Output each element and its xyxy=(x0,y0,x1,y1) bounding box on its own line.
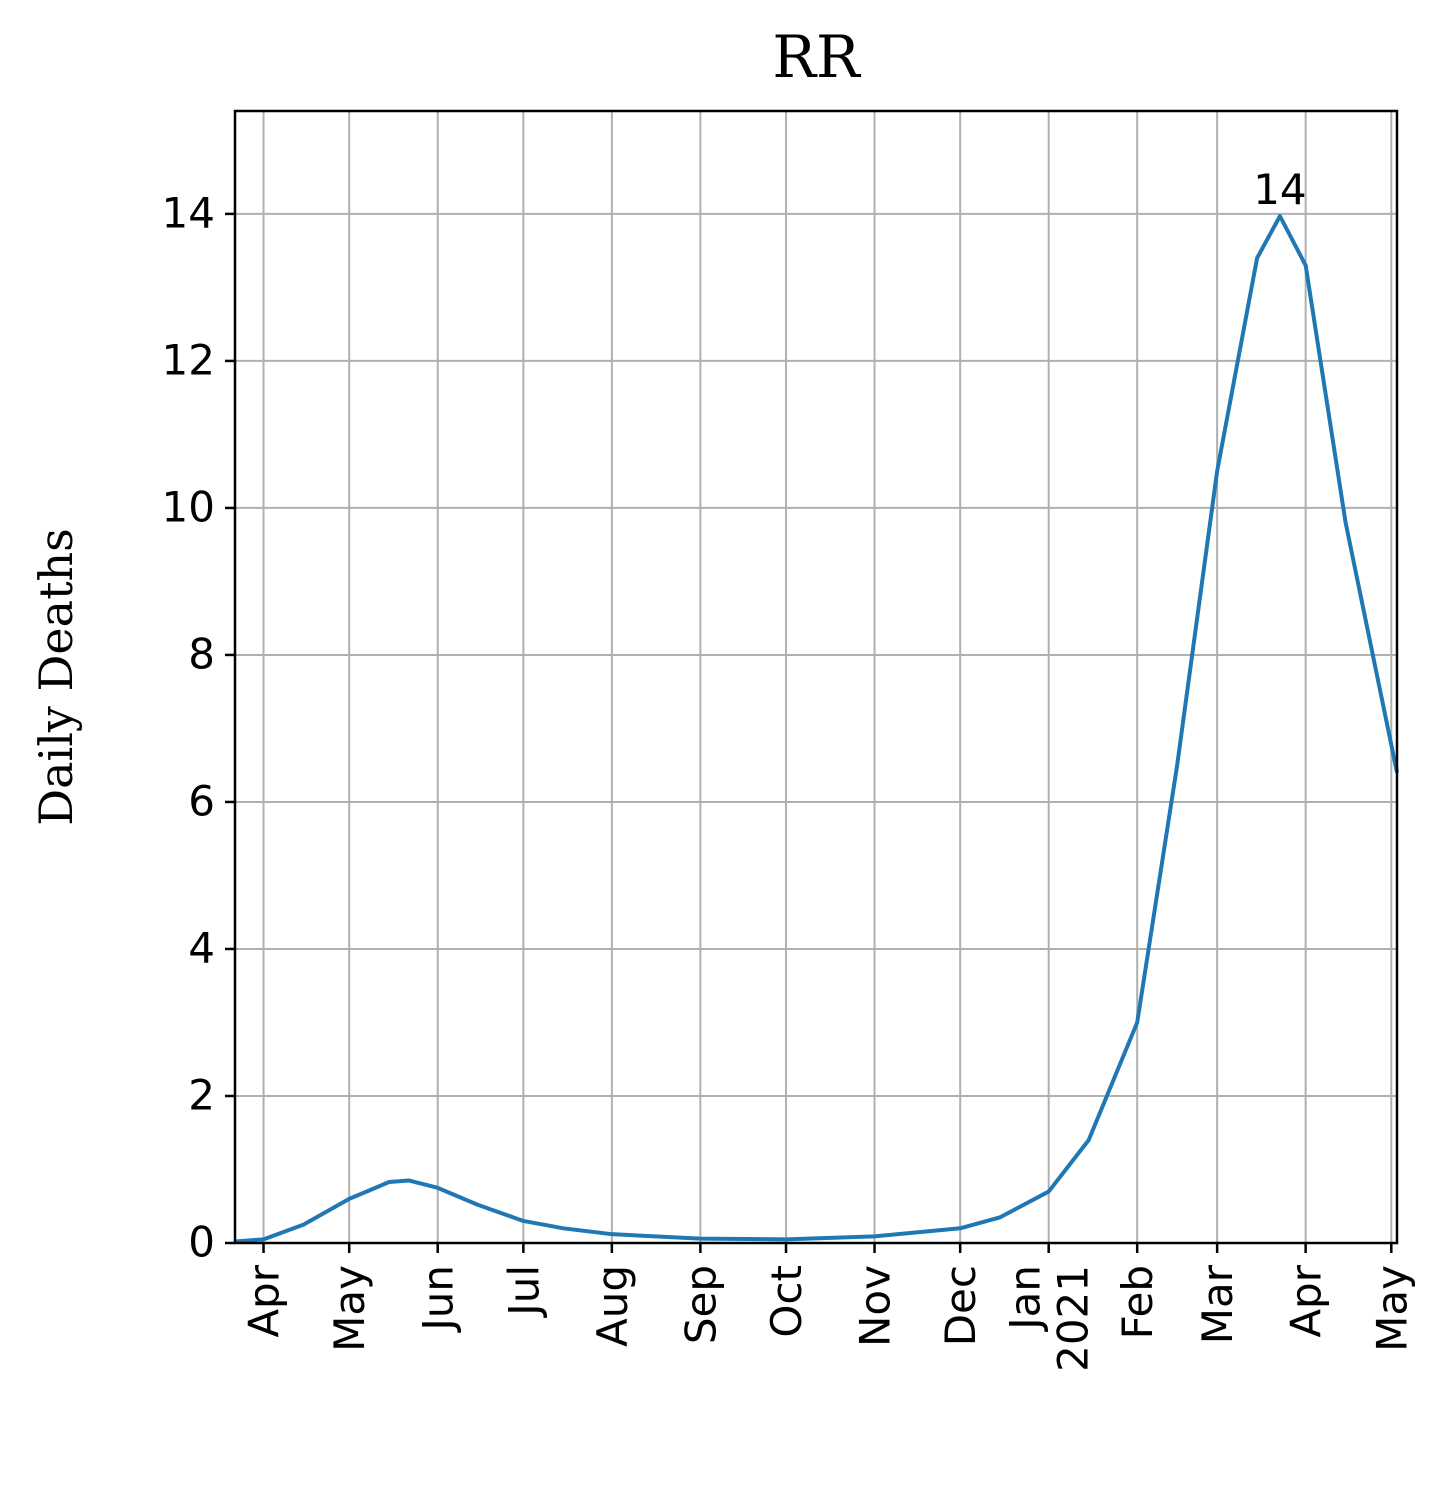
x-tick-label: Apr xyxy=(1282,1264,1331,1337)
x-tick-label: Mar xyxy=(1193,1264,1242,1344)
y-axis-label: Daily Deaths xyxy=(29,528,83,826)
annotation: 14 xyxy=(1253,165,1306,214)
y-tick-label: 8 xyxy=(188,629,215,678)
x-tick-label: Dec xyxy=(936,1265,985,1346)
y-tick-label: 2 xyxy=(188,1070,215,1119)
x-tick-label: Jan2021 xyxy=(1001,1265,1098,1372)
x-tick-label: Jul xyxy=(499,1265,548,1319)
x-tick-label: May xyxy=(325,1265,374,1352)
chart-title: RR xyxy=(772,23,862,91)
x-tick-label: Jun xyxy=(414,1265,463,1334)
line xyxy=(234,214,1399,1244)
x-tick-label: Sep xyxy=(676,1265,725,1344)
y-tick-label: 4 xyxy=(188,923,215,972)
y-tick-label: 14 xyxy=(162,188,215,237)
x-tick-label: Oct xyxy=(762,1265,811,1338)
x-tick-label: Apr xyxy=(240,1264,289,1337)
x-tick-label: Feb xyxy=(1113,1265,1162,1339)
x-tick-label: Nov xyxy=(851,1265,900,1347)
y-tick-label: 0 xyxy=(188,1218,215,1267)
y-tick-label: 6 xyxy=(188,776,215,825)
x-tick-label: Aug xyxy=(588,1265,637,1347)
y-tick-label: 12 xyxy=(162,335,215,384)
y-tick-label: 10 xyxy=(162,482,215,531)
plot-frame xyxy=(233,109,1399,1245)
x-tick-label: May xyxy=(1367,1265,1416,1352)
